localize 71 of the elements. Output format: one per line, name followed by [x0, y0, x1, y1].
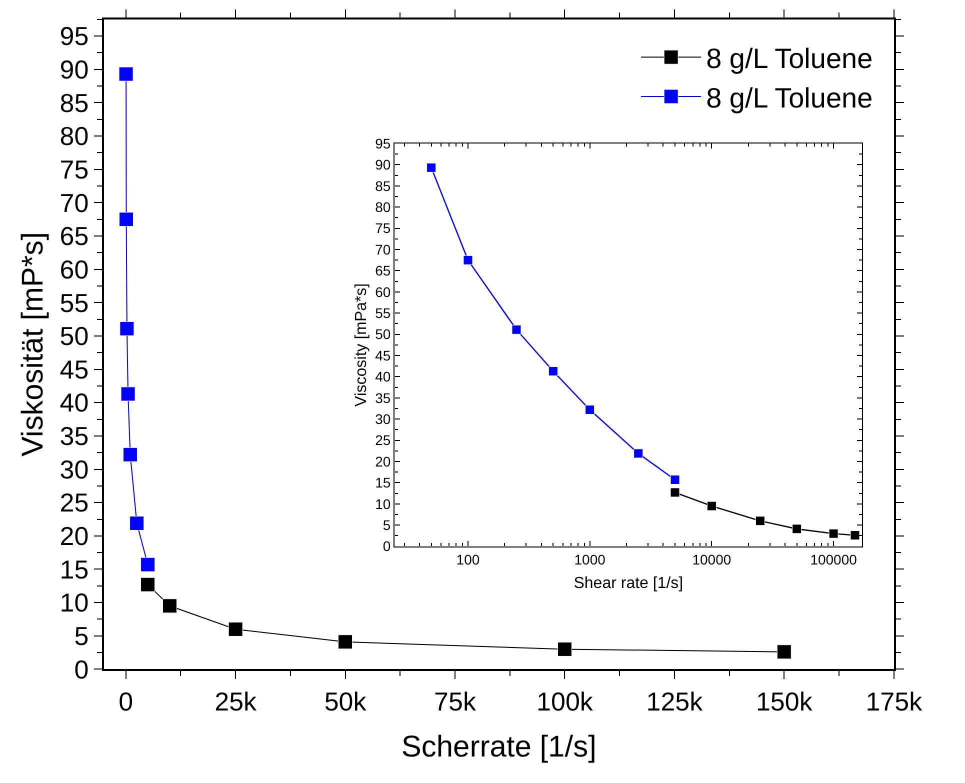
y-axis-title: Viscosity [mPa*s] — [352, 283, 370, 407]
y-tick-label: 80 — [60, 121, 89, 152]
x-tick-label: 125k — [646, 686, 704, 716]
x-tick-label: 10000 — [692, 551, 732, 568]
point — [557, 642, 572, 656]
point — [140, 557, 156, 572]
y-tick-label: 85 — [375, 178, 391, 194]
point — [120, 386, 136, 402]
y-tick-label: 70 — [60, 188, 89, 218]
y-tick-label: 15 — [375, 474, 391, 491]
x-axis-title: Scherrate [1/s] — [401, 730, 596, 764]
point — [162, 598, 177, 614]
y-tick-label: 90 — [60, 54, 89, 84]
y-tick-label: 95 — [60, 21, 89, 52]
x-tick-label: 100000 — [810, 551, 858, 568]
y-tick-label: 55 — [60, 288, 89, 318]
y-tick-label: 5 — [74, 620, 89, 651]
y-tick-label: 40 — [60, 388, 89, 418]
y-tick-label: 75 — [375, 220, 391, 236]
point — [120, 321, 134, 336]
x-tick-label: 150k — [756, 686, 814, 716]
y-tick-label: 70 — [375, 241, 391, 258]
x-tick-label: 50k — [324, 686, 368, 716]
x-tick-label: 100 — [456, 551, 480, 568]
x-tick-label: 1000 — [574, 551, 606, 568]
y-axis-title: Viskosität [mP*s] — [16, 232, 50, 457]
point — [118, 66, 134, 82]
y-tick-label: 90 — [375, 156, 391, 173]
y-tick-label: 35 — [60, 421, 89, 452]
y-tick-label: 60 — [60, 254, 89, 284]
point — [338, 634, 353, 650]
point — [140, 577, 156, 592]
y-tick-label: 45 — [375, 347, 391, 364]
y-tick-label: 20 — [375, 453, 391, 470]
point — [122, 447, 138, 462]
y-tick-label: 45 — [60, 354, 89, 384]
point — [228, 622, 243, 636]
point — [776, 644, 792, 660]
y-tick-label: 65 — [60, 221, 89, 252]
legend-label: 8 g/L Toluene — [706, 82, 873, 114]
y-tick-label: 75 — [60, 154, 89, 184]
y-tick-label: 50 — [375, 326, 391, 342]
y-tick-label: 65 — [375, 262, 391, 279]
y-tick-label: 10 — [60, 588, 89, 618]
x-tick-label: 25k — [214, 686, 258, 716]
point — [130, 516, 144, 530]
x-tick-label: 175k — [866, 686, 924, 716]
y-tick-label: 95 — [375, 135, 391, 152]
legend-label: 8 g/L Toluene — [706, 43, 873, 74]
x-tick-label: 100k — [536, 686, 594, 716]
x-tick-label: 75k — [434, 686, 477, 716]
y-tick-label: 30 — [60, 454, 89, 484]
y-tick-label: 30 — [375, 411, 391, 428]
y-tick-label: 80 — [375, 199, 391, 216]
y-tick-label: 40 — [375, 368, 391, 385]
y-tick-label: 20 — [60, 521, 89, 552]
y-tick-label: 0 — [382, 538, 391, 554]
y-tick-label: 55 — [375, 305, 391, 322]
x-tick-label: 0 — [118, 686, 134, 716]
y-tick-label: 60 — [375, 284, 391, 300]
y-tick-label: 25 — [60, 488, 89, 518]
y-tick-label: 10 — [375, 496, 391, 512]
x-axis-title: Shear rate [1/s] — [574, 574, 684, 592]
y-tick-label: 0 — [74, 654, 89, 684]
y-tick-label: 35 — [375, 390, 391, 406]
y-tick-label: 85 — [60, 88, 89, 118]
y-tick-label: 5 — [382, 517, 391, 534]
y-tick-label: 50 — [60, 321, 89, 352]
point — [119, 212, 134, 227]
y-tick-label: 25 — [375, 432, 391, 448]
y-tick-label: 15 — [60, 554, 89, 584]
